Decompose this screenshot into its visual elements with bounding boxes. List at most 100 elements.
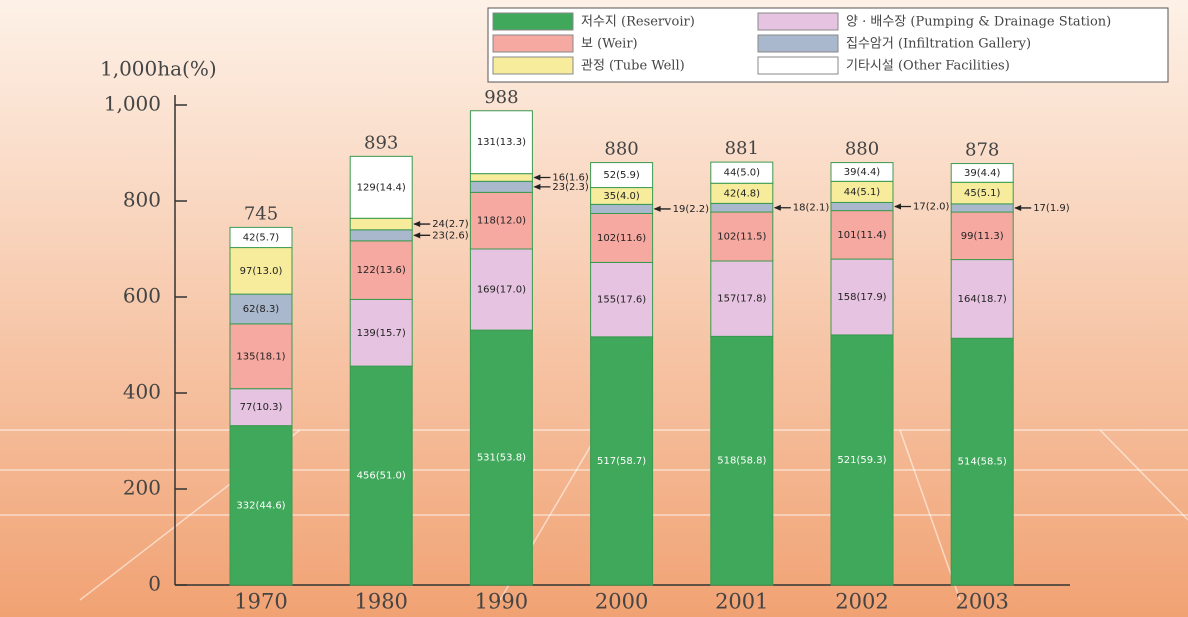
value-label: 23(2.6) — [432, 230, 469, 241]
value-label: 23(2.3) — [552, 182, 589, 193]
value-label: 19(2.2) — [673, 204, 710, 215]
bar-segment — [830, 201, 894, 212]
value-label: 42(4.8) — [724, 188, 761, 199]
value-label: 17(1.9) — [1033, 203, 1070, 214]
value-label: 521(59.3) — [837, 455, 886, 466]
value-label: 35(4.0) — [603, 191, 640, 202]
x-tick-label: 2003 — [955, 590, 1008, 614]
total-label: 988 — [484, 87, 518, 108]
legend-swatch — [492, 12, 574, 31]
bar-segment — [349, 240, 413, 300]
legend-swatch — [757, 12, 839, 31]
x-tick-label: 2001 — [715, 590, 768, 614]
legend-swatch — [757, 56, 839, 75]
y-tick-label: 400 — [123, 380, 161, 404]
value-label: 45(5.1) — [964, 188, 1001, 199]
value-label: 102(11.5) — [717, 232, 766, 243]
value-label: 139(15.7) — [357, 328, 406, 339]
bar-segment — [469, 173, 533, 182]
bar-segment — [349, 298, 413, 367]
bar-segment — [590, 203, 654, 214]
value-label: 158(17.9) — [837, 292, 886, 303]
bar-segment — [469, 248, 533, 331]
value-label: 101(11.4) — [837, 230, 886, 241]
legend-label: 관정 (Tube Well) — [581, 59, 685, 74]
value-label: 518(58.8) — [717, 456, 766, 467]
value-label: 122(13.6) — [357, 265, 406, 276]
value-label: 169(17.0) — [477, 285, 526, 296]
value-label: 52(5.9) — [603, 170, 640, 181]
bar-segment — [710, 260, 774, 337]
bar-segment — [590, 336, 654, 586]
label-arrowhead — [533, 183, 541, 190]
total-label: 745 — [244, 203, 278, 224]
legend-label: 집수암거 (Infiltration Gallery) — [846, 37, 1031, 52]
value-label: 18(2.1) — [793, 203, 830, 214]
legend-swatch — [757, 34, 839, 53]
label-arrowhead — [533, 174, 541, 181]
bar-segment — [349, 229, 413, 242]
bar-segment — [710, 335, 774, 586]
bar-segment — [830, 258, 894, 336]
x-tick-label: 2002 — [835, 590, 888, 614]
bar-segment — [830, 162, 894, 182]
y-tick-label: 200 — [123, 476, 161, 500]
label-arrowhead — [1014, 204, 1022, 211]
bar-segment — [229, 323, 293, 390]
x-tick-label: 1980 — [354, 590, 407, 614]
value-label: 164(18.7) — [958, 294, 1007, 305]
bar-segment — [469, 180, 533, 193]
legend-swatch — [492, 34, 574, 53]
total-label: 880 — [845, 139, 879, 160]
bar-segment — [950, 337, 1014, 586]
legend-swatch — [492, 56, 574, 75]
value-label: 42(5.7) — [243, 232, 280, 243]
x-tick-label: 2000 — [595, 590, 648, 614]
y-tick-label: 1,000 — [104, 92, 161, 116]
bar-segment — [710, 161, 774, 184]
y-axis-label: 1,000ha(%) — [100, 57, 217, 81]
y-tick-label: 0 — [148, 572, 161, 596]
bar-segment — [830, 334, 894, 586]
bar-segment — [710, 202, 774, 213]
value-label: 456(51.0) — [357, 471, 406, 482]
value-label: 102(11.6) — [597, 233, 646, 244]
bar-segment — [590, 261, 654, 338]
value-label: 16(1.6) — [552, 172, 589, 183]
bar-segment — [710, 211, 774, 262]
value-label: 44(5.1) — [844, 187, 881, 198]
legend-label: 저수지 (Reservoir) — [581, 15, 695, 30]
value-label: 517(58.7) — [597, 456, 646, 467]
total-label: 893 — [364, 132, 398, 153]
value-label: 131(13.3) — [477, 137, 526, 148]
value-label: 157(17.8) — [717, 294, 766, 305]
bar-segment — [590, 162, 654, 189]
value-label: 99(11.3) — [961, 231, 1004, 242]
value-label: 155(17.6) — [597, 295, 646, 306]
value-label: 39(4.4) — [964, 168, 1001, 179]
value-label: 97(13.0) — [240, 266, 283, 277]
value-label: 44(5.0) — [724, 168, 761, 179]
value-label: 24(2.7) — [432, 219, 469, 230]
bar-segment — [349, 365, 413, 586]
y-tick-label: 800 — [123, 188, 161, 212]
bar-segment — [469, 110, 533, 175]
value-label: 17(2.0) — [913, 202, 950, 213]
legend-label: 양 · 배수장 (Pumping & Drainage Station) — [846, 15, 1111, 30]
bar-segment — [950, 163, 1014, 183]
value-label: 514(58.5) — [958, 457, 1007, 468]
value-label: 62(8.3) — [243, 304, 280, 315]
value-label: 39(4.4) — [844, 167, 881, 178]
label-arrowhead — [413, 221, 421, 228]
bar-segment — [349, 217, 413, 231]
bar-segment — [229, 247, 293, 295]
legend-label: 기타시설 (Other Facilities) — [846, 59, 1010, 74]
bar-segment — [830, 210, 894, 260]
legend-label: 보 (Weir) — [581, 37, 638, 52]
bar-segment — [950, 211, 1014, 261]
total-label: 881 — [725, 138, 759, 159]
total-label: 878 — [965, 140, 999, 161]
label-arrowhead — [773, 204, 781, 211]
value-label: 135(18.1) — [236, 351, 285, 362]
